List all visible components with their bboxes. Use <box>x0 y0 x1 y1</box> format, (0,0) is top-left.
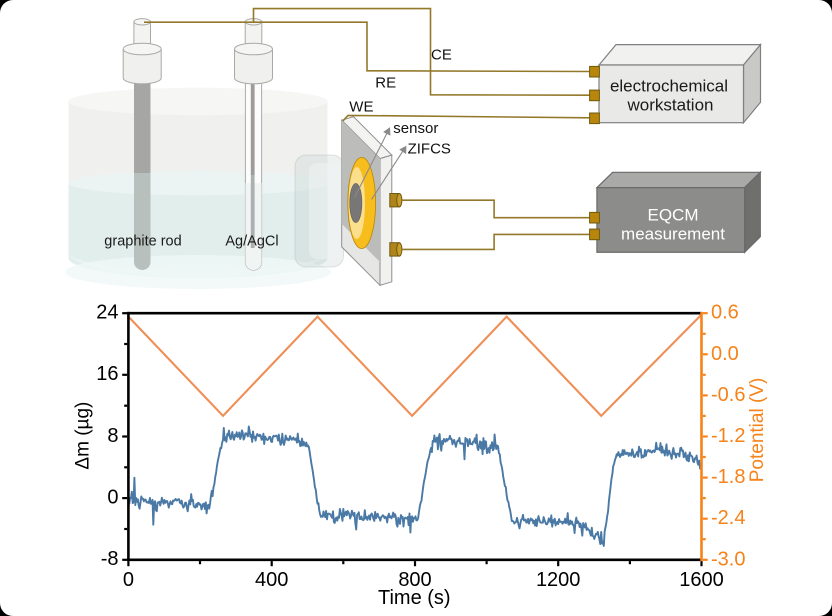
svg-text:1200: 1200 <box>536 569 581 591</box>
svg-text:800: 800 <box>398 569 431 591</box>
svg-text:electrochemical: electrochemical <box>610 77 728 96</box>
svg-text:graphite rod: graphite rod <box>104 234 181 250</box>
svg-text:sensor: sensor <box>393 120 438 137</box>
svg-text:400: 400 <box>255 569 288 591</box>
svg-text:Potential (V): Potential (V) <box>747 378 768 483</box>
svg-text:Time (s): Time (s) <box>378 587 451 609</box>
svg-text:8: 8 <box>107 425 118 447</box>
svg-text:EQCM: EQCM <box>648 205 699 224</box>
svg-text:1600: 1600 <box>679 569 724 591</box>
svg-text:WE: WE <box>349 98 373 115</box>
svg-text:24: 24 <box>96 302 118 324</box>
svg-text:ZIFCS: ZIFCS <box>408 141 451 158</box>
svg-text:-2.4: -2.4 <box>711 507 745 529</box>
svg-text:-1.2: -1.2 <box>711 425 745 447</box>
svg-text:-8: -8 <box>101 548 119 570</box>
svg-text:16: 16 <box>96 363 118 385</box>
svg-text:workstation: workstation <box>627 96 714 115</box>
svg-text:-0.6: -0.6 <box>711 384 745 406</box>
svg-text:Ag/AgCl: Ag/AgCl <box>225 234 278 250</box>
svg-text:CE: CE <box>431 47 452 64</box>
svg-text:0.0: 0.0 <box>711 343 739 365</box>
svg-text:Δm (µg): Δm (µg) <box>73 402 94 470</box>
svg-text:measurement: measurement <box>621 224 725 243</box>
svg-text:0: 0 <box>123 569 134 591</box>
svg-text:RE: RE <box>375 75 396 92</box>
svg-text:-1.8: -1.8 <box>711 466 745 488</box>
svg-text:-3.0: -3.0 <box>711 548 745 570</box>
svg-text:0: 0 <box>107 486 118 508</box>
svg-text:0.6: 0.6 <box>711 302 739 324</box>
